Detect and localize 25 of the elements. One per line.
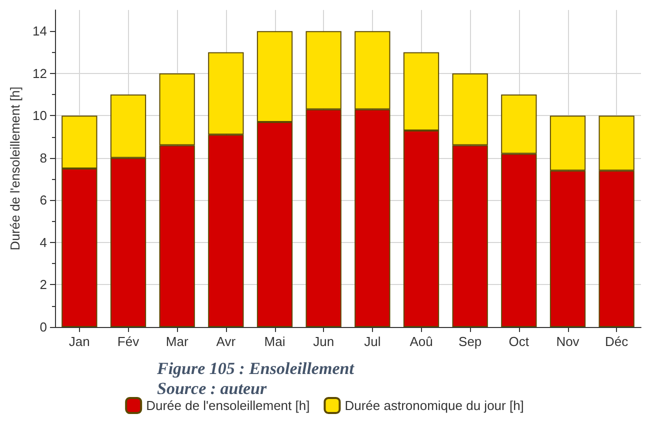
x-tick-label: Jun bbox=[313, 334, 334, 349]
y-tick-label: 12 bbox=[32, 66, 47, 81]
y-tick-label: 14 bbox=[32, 24, 47, 39]
legend-label: Durée de l'ensoleillement [h] bbox=[146, 398, 310, 413]
x-tick-label: Oct bbox=[508, 334, 530, 349]
y-tick-label: 4 bbox=[40, 234, 47, 250]
x-tick-label: Mai bbox=[264, 334, 286, 349]
x-tick-label: Jul bbox=[364, 334, 381, 349]
x-tick-label: Aoû bbox=[410, 334, 433, 349]
x-tick-label: Nov bbox=[556, 334, 580, 349]
x-tick-label: Mar bbox=[166, 334, 189, 349]
caption: Figure 105 : Ensoleillement bbox=[156, 359, 356, 378]
x-tick-label: Fév bbox=[117, 334, 140, 349]
x-tick-label: Jan bbox=[68, 334, 90, 349]
y-tick-label: 6 bbox=[40, 192, 47, 208]
x-tick-label: Sep bbox=[458, 334, 482, 349]
y-tick-label: 10 bbox=[32, 108, 47, 124]
source-note: Source : auteur bbox=[157, 379, 267, 398]
x-tick-label: Avr bbox=[216, 334, 236, 349]
x-tick-label: Déc bbox=[605, 334, 629, 349]
y-tick-label: 8 bbox=[40, 150, 47, 166]
y-tick-label: 2 bbox=[40, 277, 47, 292]
y-axis-title: Durée de l'ensoleillement [h] bbox=[8, 86, 23, 250]
y-tick-label: 0 bbox=[40, 320, 47, 334]
legend-label: Durée astronomique du jour [h] bbox=[344, 398, 524, 413]
